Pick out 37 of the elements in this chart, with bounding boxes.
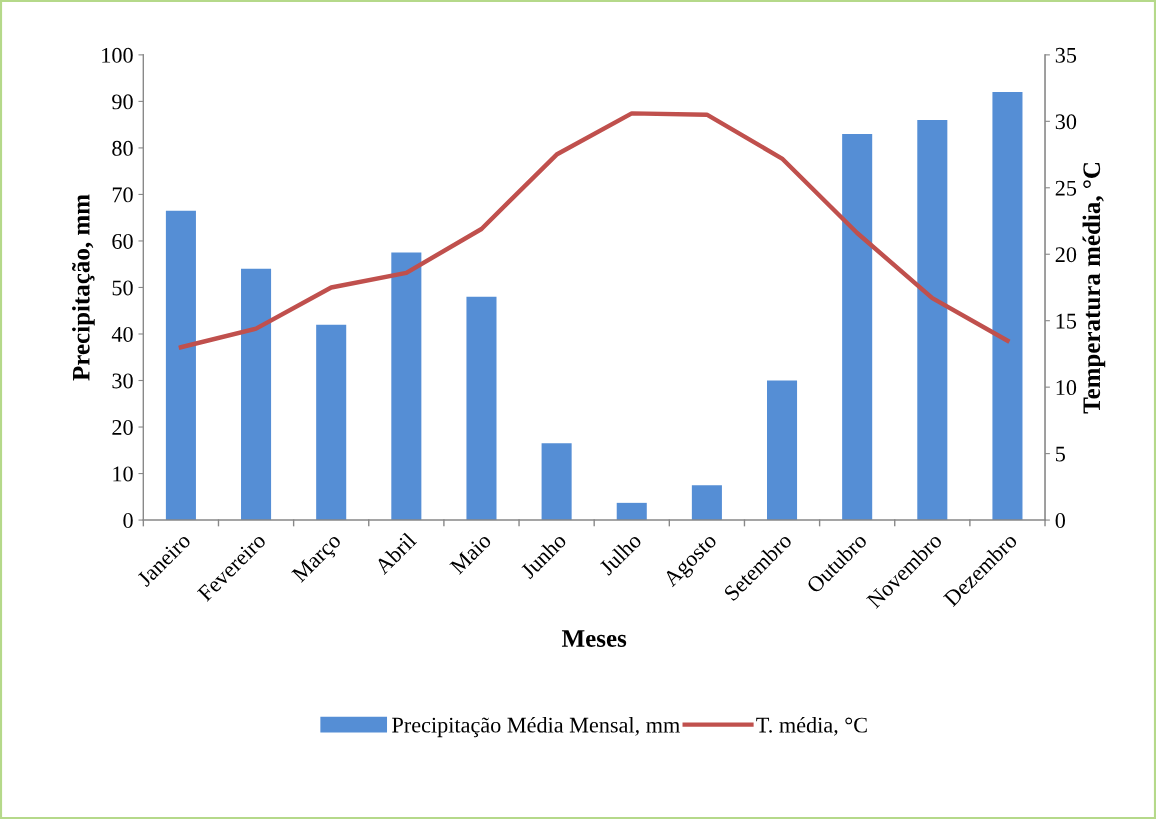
bar bbox=[165, 210, 196, 521]
y-tick-label: 80 bbox=[112, 140, 133, 156]
y2-tick-label: 25 bbox=[1055, 180, 1077, 196]
bar bbox=[466, 296, 497, 521]
bar bbox=[917, 120, 948, 521]
y2-tick-label: 5 bbox=[1056, 446, 1065, 462]
bar bbox=[541, 443, 572, 521]
legend-label: Precipitação Média Mensal, mm bbox=[392, 716, 680, 738]
bar bbox=[767, 380, 798, 521]
y2-tick-label: 15 bbox=[1056, 313, 1077, 329]
bar bbox=[391, 252, 422, 521]
y2-tick-label: 10 bbox=[1056, 380, 1077, 396]
bar bbox=[241, 268, 272, 521]
y-tick-label: 90 bbox=[112, 94, 133, 110]
bar bbox=[842, 133, 873, 521]
y2-axis-title: Temperatura média, °C bbox=[1082, 162, 1106, 414]
y-tick-label: 30 bbox=[112, 373, 133, 389]
y2-tick-label: 35 bbox=[1055, 47, 1077, 63]
y-tick-label: 60 bbox=[112, 233, 133, 249]
y-axis-title: Precipitação, mm bbox=[72, 194, 95, 381]
bar bbox=[316, 324, 347, 521]
bar bbox=[616, 502, 647, 521]
y-tick-label: 70 bbox=[112, 187, 133, 203]
legend-label: T. média, °C bbox=[756, 716, 867, 736]
x-axis-title: Meses bbox=[561, 630, 627, 647]
bar bbox=[992, 92, 1023, 521]
y2-tick-label: 0 bbox=[1055, 513, 1066, 528]
y2-tick-label: 30 bbox=[1055, 114, 1077, 130]
y-tick-label: 40 bbox=[111, 326, 133, 342]
y-tick-label: 100 bbox=[102, 47, 133, 63]
y-tick-label: 0 bbox=[123, 513, 133, 528]
y2-tick-label: 20 bbox=[1055, 247, 1077, 263]
y-tick-label: 50 bbox=[112, 280, 133, 296]
y-tick-label: 20 bbox=[112, 419, 133, 435]
line-series bbox=[178, 111, 1010, 350]
bar bbox=[691, 485, 722, 521]
y-tick-label: 10 bbox=[113, 466, 133, 482]
